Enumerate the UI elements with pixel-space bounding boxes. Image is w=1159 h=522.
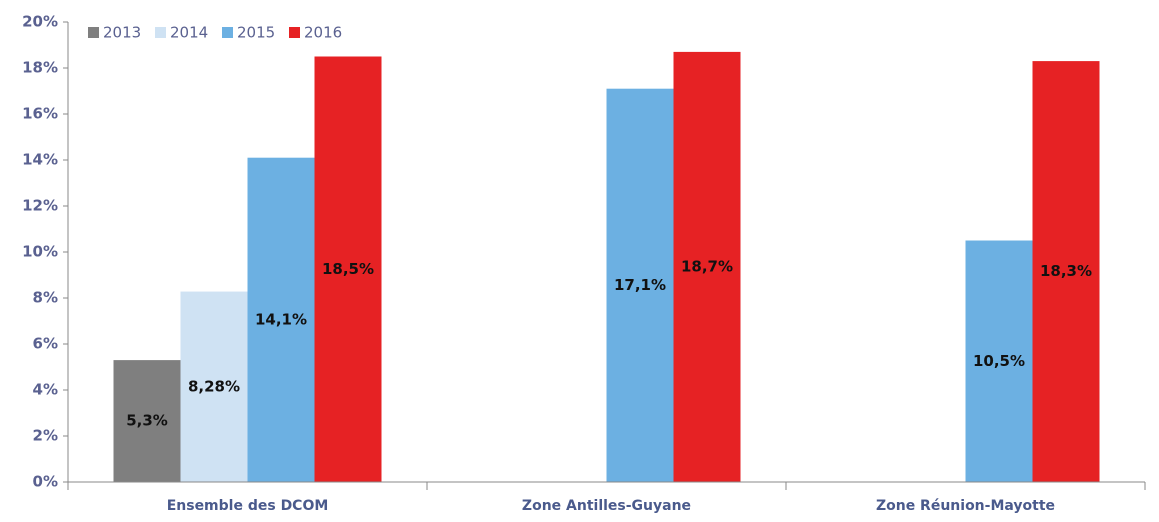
value-label: 14,1% <box>255 310 307 328</box>
legend-label: 2015 <box>237 24 275 42</box>
legend-label: 2013 <box>103 24 141 42</box>
y-tick-label: 10% <box>22 243 58 261</box>
value-label: 18,7% <box>681 257 733 275</box>
bar <box>673 51 741 483</box>
legend-swatch <box>88 27 99 38</box>
legend-swatch <box>155 27 166 38</box>
bar <box>247 157 315 482</box>
bar <box>180 291 248 482</box>
y-tick-label: 2% <box>33 427 58 445</box>
bar <box>113 360 181 482</box>
legend-label: 2014 <box>170 24 208 42</box>
legend-swatch <box>222 27 233 38</box>
value-label: 18,3% <box>1040 262 1092 280</box>
y-tick-label: 6% <box>33 335 58 353</box>
value-label: 17,1% <box>614 276 666 294</box>
x-tick-label: Zone Réunion-Mayotte <box>876 498 1055 514</box>
y-tick-label: 8% <box>33 289 58 307</box>
y-tick-label: 14% <box>22 151 58 169</box>
y-tick-label: 16% <box>22 105 58 123</box>
value-label: 8,28% <box>188 377 240 395</box>
y-tick-label: 4% <box>33 381 58 399</box>
bar <box>314 56 382 482</box>
bar <box>965 240 1033 482</box>
value-label: 5,3% <box>126 412 168 430</box>
y-tick-label: 20% <box>22 13 58 31</box>
y-tick-label: 12% <box>22 197 58 215</box>
x-tick-label: Ensemble des DCOM <box>167 498 329 514</box>
legend-label: 2016 <box>304 24 342 42</box>
legend-swatch <box>289 27 300 38</box>
bar <box>606 88 674 482</box>
value-label: 10,5% <box>973 352 1025 370</box>
y-tick-label: 0% <box>33 473 58 491</box>
x-tick-label: Zone Antilles-Guyane <box>522 498 691 514</box>
bar <box>1032 61 1100 482</box>
y-tick-label: 18% <box>22 59 58 77</box>
value-label: 18,5% <box>322 260 374 278</box>
